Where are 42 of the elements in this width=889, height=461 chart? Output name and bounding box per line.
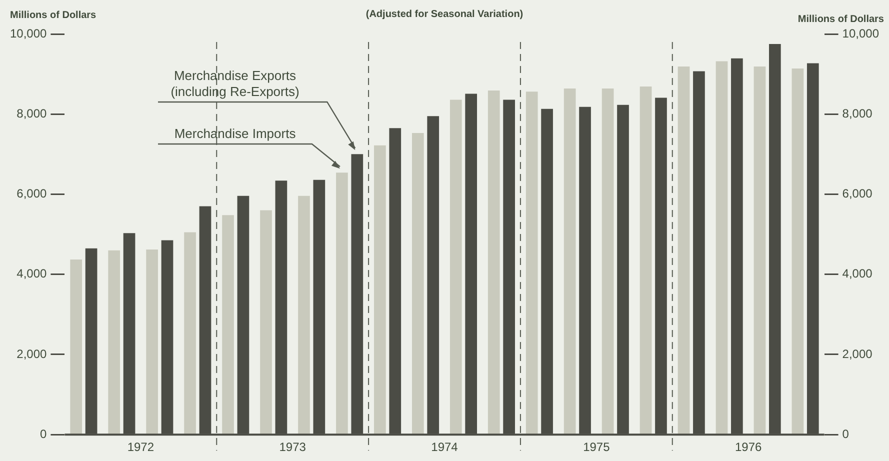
y2-tick-label: 0 — [842, 426, 850, 441]
bar — [222, 215, 234, 434]
chart-title: (Adjusted for Seasonal Variation) — [366, 8, 524, 20]
bar — [792, 68, 804, 434]
x-tick-label: 1973 — [279, 440, 306, 454]
bar — [146, 250, 158, 434]
x-tick-label: 1972 — [127, 440, 154, 454]
y-tick-label: 0 — [40, 426, 48, 441]
bar — [184, 232, 196, 434]
text: Merchandise Exports (including Re-Exports) — [170, 68, 300, 99]
x-tick-label: 1974 — [431, 440, 458, 454]
bar — [754, 66, 766, 434]
y2-tick-label: 6,000 — [842, 186, 873, 201]
x-tick-label: 1976 — [734, 440, 762, 454]
bar — [298, 196, 310, 434]
y-tick-label: 2,000 — [16, 346, 48, 361]
bar — [640, 86, 652, 434]
y-tick-label: 8,000 — [16, 106, 48, 120]
bar — [260, 210, 272, 434]
bar — [108, 250, 120, 434]
bar — [564, 88, 576, 434]
bar — [336, 172, 348, 434]
y2-tick-label: 2,000 — [842, 346, 873, 361]
bar — [716, 61, 728, 434]
y-tick-label: 4,000 — [16, 266, 48, 281]
y-axis-title: Millions of Dollars — [10, 10, 97, 21]
y2-axis-title: Millions of Dollars — [798, 14, 884, 25]
y2-tick-label: 10,000 — [842, 26, 880, 40]
bar — [488, 90, 500, 434]
x-tick-label: 1975 — [583, 440, 610, 454]
bar — [526, 92, 538, 434]
y2-tick-label: 8,000 — [842, 106, 873, 120]
bar — [374, 145, 386, 434]
bar — [450, 100, 462, 434]
bar — [602, 88, 614, 434]
bar — [678, 66, 690, 434]
bar — [412, 132, 424, 434]
text: Merchandise Imports — [174, 126, 296, 141]
y-tick-label: 6,000 — [16, 186, 48, 201]
y-tick-label: 10,000 — [10, 26, 48, 40]
y2-tick-label: 4,000 — [842, 266, 873, 281]
bar — [70, 260, 82, 434]
